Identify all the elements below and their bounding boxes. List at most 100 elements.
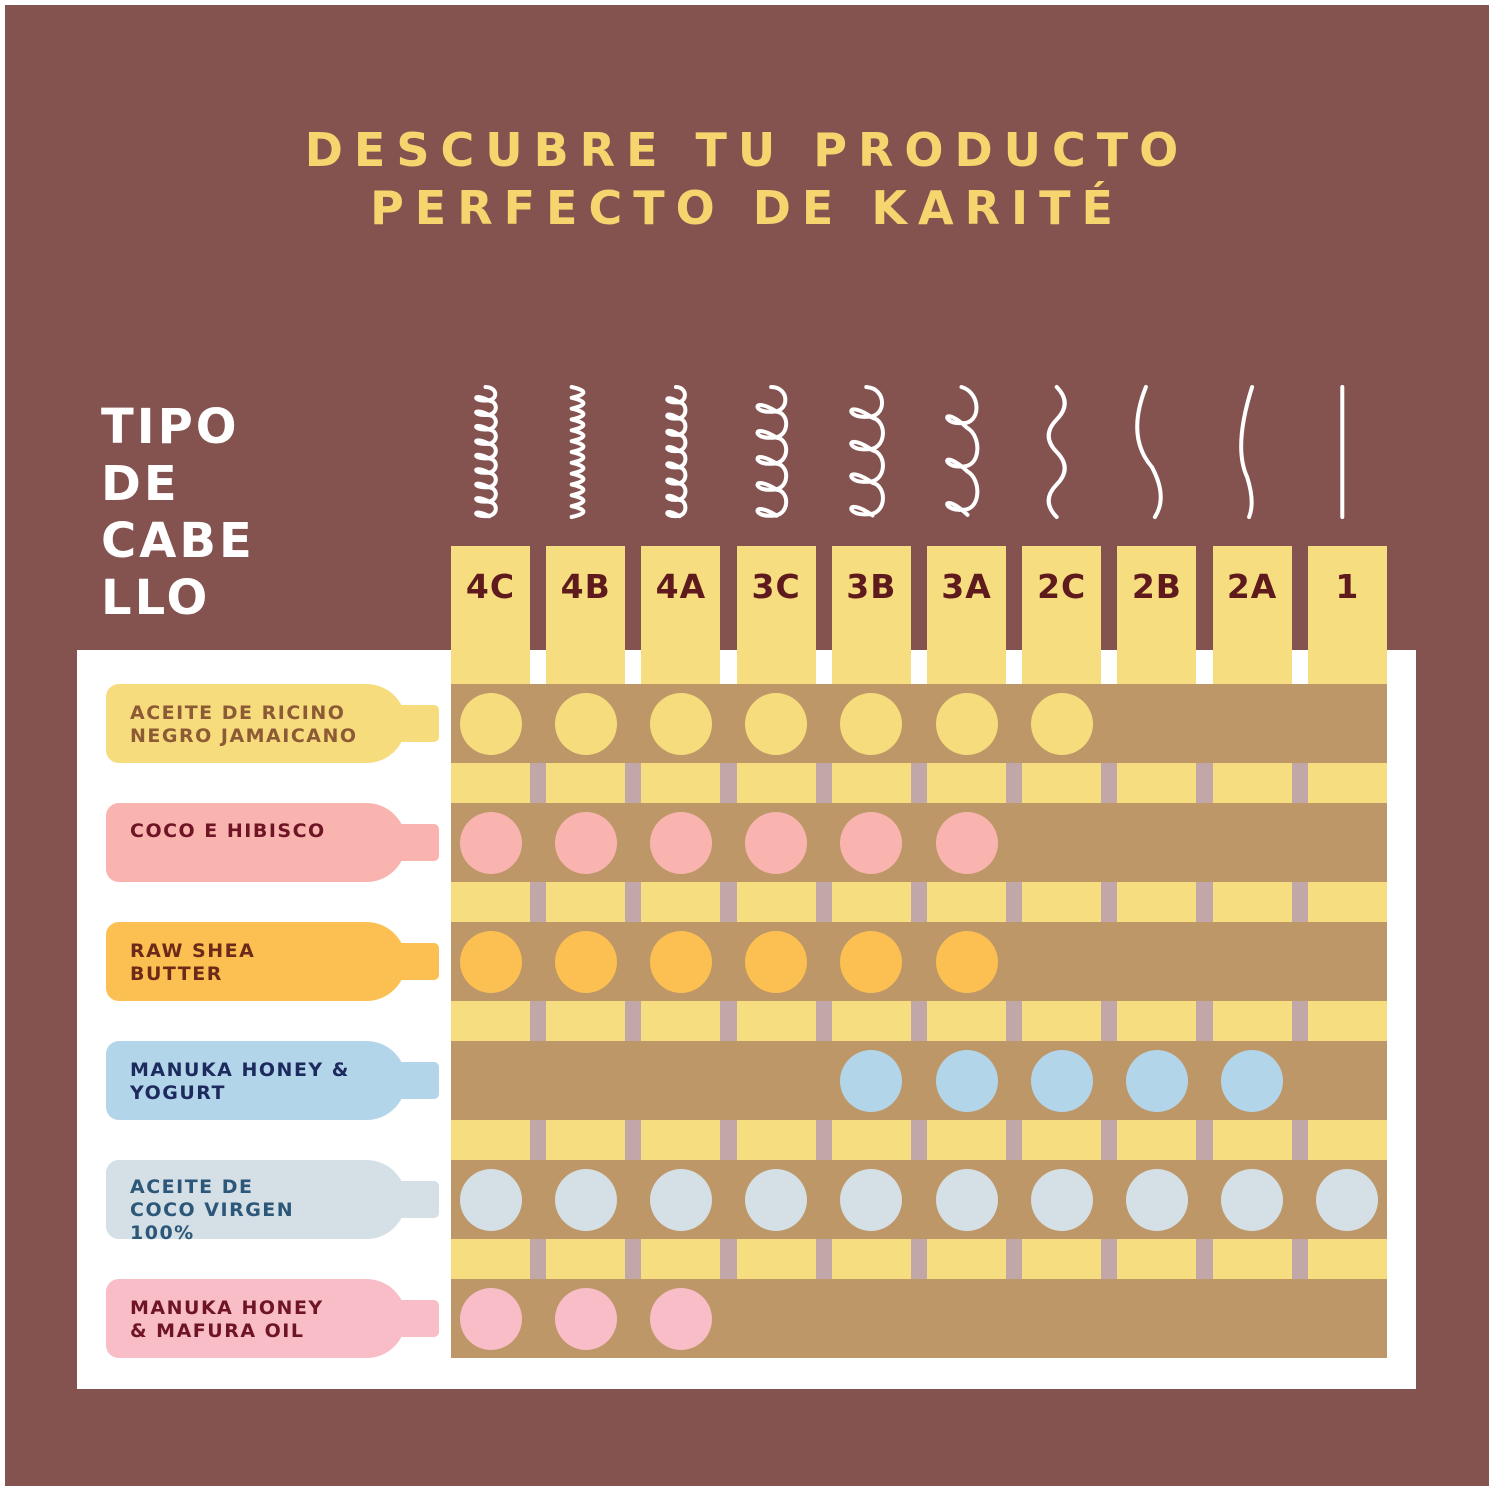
hair-type-label: TIPO DE CABE LLO <box>101 399 255 627</box>
hair-type-column-segment <box>1022 1239 1102 1279</box>
suitability-dot <box>935 1049 998 1112</box>
product-name-line: COCO VIRGEN <box>130 1199 295 1221</box>
product-name-line: 100% <box>130 1222 195 1244</box>
product-bottle-cap <box>397 1300 439 1337</box>
page-title-line-1: DESCUBRE TU PRODUCTO <box>304 123 1190 177</box>
hair-type-column-segment <box>1117 1120 1197 1160</box>
hair-type-column-segment <box>927 763 1006 803</box>
suitability-dot <box>459 1287 522 1350</box>
hair-type-label-3c: 3C <box>751 567 801 606</box>
product-bottle-cap <box>397 1062 439 1099</box>
hair-type-column-segment <box>641 1120 721 1160</box>
column-gap <box>720 684 737 1358</box>
suitability-dot <box>840 811 903 874</box>
hair-type-column-segment <box>1212 1120 1292 1160</box>
product-bottle <box>106 803 406 882</box>
hair-type-column-segment <box>927 1001 1006 1041</box>
hair-type-column <box>546 546 626 684</box>
suitability-dot <box>745 692 808 755</box>
column-gap <box>815 684 832 1358</box>
hair-type-column-segment <box>927 1239 1006 1279</box>
hair-type-column-segment <box>641 763 721 803</box>
suitability-dot <box>554 1168 617 1231</box>
product-bottle-cap <box>397 943 439 980</box>
hair-type-column-segment <box>831 1239 911 1279</box>
hair-type-column <box>736 546 816 684</box>
product-name-line: ACEITE DE <box>130 1176 254 1198</box>
hair-type-column-segment <box>1307 1120 1387 1160</box>
suitability-dot <box>649 1287 712 1350</box>
hair-type-column-segment <box>831 1001 911 1041</box>
product-name-line: RAW SHEA <box>130 940 256 962</box>
hair-type-column <box>641 546 721 684</box>
hair-type-column-segment <box>546 1120 626 1160</box>
hair-type-column-segment <box>736 1239 816 1279</box>
hair-type-column-segment <box>451 882 530 922</box>
hair-type-column-segment <box>1022 763 1102 803</box>
hair-type-label-line: LLO <box>101 570 211 626</box>
suitability-dot <box>649 692 712 755</box>
product-name: COCO E HIBISCO <box>130 820 420 843</box>
hair-type-column-segment <box>641 1239 721 1279</box>
hair-type-column-segment <box>927 1120 1006 1160</box>
hair-type-column <box>927 546 1006 684</box>
product-name-line: YOGURT <box>130 1082 226 1104</box>
wave-icon <box>1135 385 1163 519</box>
suitability-dot <box>840 692 903 755</box>
suitability-dot <box>554 1287 617 1350</box>
column-gap <box>1006 684 1023 1358</box>
hair-type-label-4a: 4A <box>655 567 707 606</box>
product-name-line: & MAFURA OIL <box>130 1320 305 1342</box>
suitability-dot <box>459 1168 522 1231</box>
hair-type-column-segment <box>736 763 816 803</box>
large-coil-icon <box>755 385 789 518</box>
suitability-dot <box>745 930 808 993</box>
hair-type-column-segment <box>736 882 816 922</box>
suitability-dot <box>935 811 998 874</box>
hair-type-column-segment <box>1307 763 1387 803</box>
coil-icon <box>665 385 688 519</box>
hair-type-column-segment <box>451 1239 530 1279</box>
hair-type-column-segment <box>1212 882 1292 922</box>
hair-type-column-segment <box>1117 763 1197 803</box>
suitability-dot <box>649 1168 712 1231</box>
product-name: ACEITE DE RICINO NEGRO JAMAICANO <box>130 702 420 748</box>
suitability-dot <box>459 692 522 755</box>
hair-type-column-segment <box>451 763 530 803</box>
hair-type-column-segment <box>736 1001 816 1041</box>
hair-type-column-segment <box>1307 1239 1387 1279</box>
suitability-dot <box>935 692 998 755</box>
suitability-dot <box>459 930 522 993</box>
loose-curl-icon <box>849 385 885 518</box>
hair-type-label-2a: 2A <box>1226 567 1278 606</box>
product-name-line: NEGRO JAMAICANO <box>130 725 358 747</box>
hair-type-label-2c: 2C <box>1037 567 1087 606</box>
hair-type-column <box>1022 546 1102 684</box>
hair-type-column-segment <box>1117 1001 1197 1041</box>
suitability-dot <box>1316 1168 1379 1231</box>
hair-type-label-line: DE <box>101 456 180 512</box>
hair-type-column-segment <box>1307 1001 1387 1041</box>
column-gap <box>625 684 642 1358</box>
suitability-dot <box>649 930 712 993</box>
hair-type-column-segment <box>927 882 1006 922</box>
hair-type-column-segment <box>546 1239 626 1279</box>
product-bottle <box>106 1160 406 1239</box>
suitability-dot <box>840 1168 903 1231</box>
product-bottle-cap <box>397 705 439 742</box>
product-bottle-cap <box>397 824 439 861</box>
hair-type-column <box>451 546 530 684</box>
hair-type-label-line: TIPO <box>101 399 240 455</box>
hair-type-column-segment <box>736 1120 816 1160</box>
suitability-dot <box>1221 1049 1284 1112</box>
hair-type-column-segment <box>1117 882 1197 922</box>
column-gap <box>910 684 927 1358</box>
product-bottle-cap <box>397 1181 439 1218</box>
product-name: MANUKA HONEY & YOGURT <box>130 1059 420 1105</box>
suitability-dot <box>554 930 617 993</box>
hair-type-column-segment <box>831 1120 911 1160</box>
hair-type-column-segment <box>831 882 911 922</box>
hair-type-label-4b: 4B <box>560 567 611 606</box>
suitability-dot <box>1030 1168 1093 1231</box>
zigzag-coil-icon <box>569 385 586 519</box>
